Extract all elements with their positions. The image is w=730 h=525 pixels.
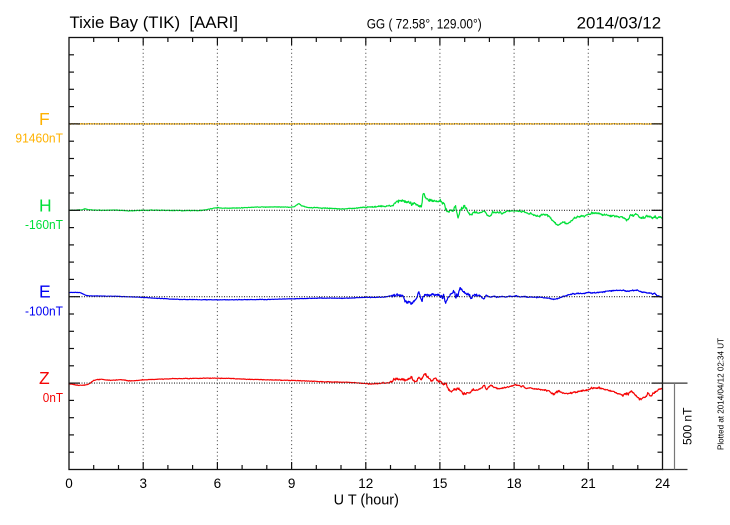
- svg-text:U T (hour): U T (hour): [334, 492, 399, 508]
- svg-text:-100nT: -100nT: [25, 304, 63, 318]
- svg-text:H: H: [39, 195, 52, 215]
- svg-text:21: 21: [581, 476, 596, 491]
- svg-text:3: 3: [139, 476, 147, 491]
- svg-text:0nT: 0nT: [43, 391, 64, 405]
- svg-text:6: 6: [214, 476, 222, 491]
- svg-text:500 nT: 500 nT: [681, 407, 695, 445]
- svg-text:Plotted at 2014/04/12 02:34 UT: Plotted at 2014/04/12 02:34 UT: [716, 338, 726, 450]
- svg-text:12: 12: [358, 476, 373, 491]
- svg-text:Z: Z: [39, 368, 50, 388]
- svg-text:0: 0: [65, 476, 73, 491]
- svg-text:24: 24: [655, 476, 671, 491]
- svg-text:-160nT: -160nT: [25, 218, 63, 232]
- svg-text:Tixie Bay (TIK) [AARI]: Tixie Bay (TIK) [AARI]: [70, 13, 239, 32]
- svg-text:2014/03/12: 2014/03/12: [577, 14, 662, 33]
- svg-text:GG ( 72.58°, 129.00°): GG ( 72.58°, 129.00°): [367, 16, 482, 31]
- svg-text:15: 15: [432, 476, 447, 491]
- svg-text:E: E: [39, 282, 51, 302]
- svg-text:9: 9: [288, 476, 296, 491]
- svg-text:18: 18: [507, 476, 522, 491]
- svg-text:91460nT: 91460nT: [15, 132, 63, 146]
- svg-text:F: F: [39, 109, 50, 129]
